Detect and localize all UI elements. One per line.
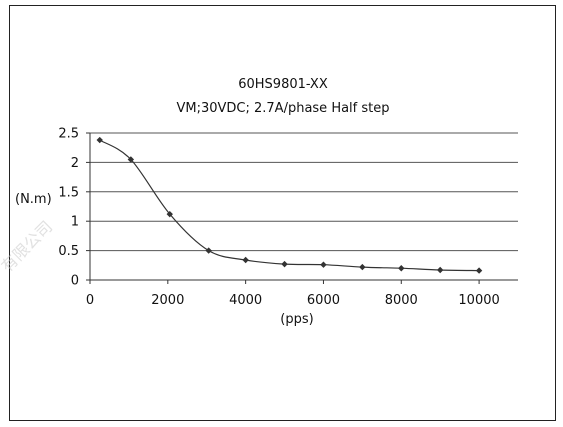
data-point — [320, 261, 327, 268]
y-axis-label: (N.m) — [15, 192, 52, 207]
data-point — [436, 266, 444, 274]
data-point — [96, 136, 103, 144]
x-tick-label: 4000 — [229, 293, 262, 308]
watermark: 有限公司 — [0, 217, 56, 276]
x-tick-label: 8000 — [385, 293, 418, 308]
y-tick-label: 0.5 — [58, 244, 79, 259]
data-points — [96, 136, 483, 274]
chart-frame — [9, 5, 556, 421]
y-tick-labels: 0 0.5 1 1.5 2 2.5 — [58, 127, 79, 289]
data-point — [205, 247, 212, 254]
gridlines — [90, 132, 518, 252]
chart-subtitle: VM;30VDC; 2.7A/phase Half step — [176, 101, 389, 116]
x-tick-label: 6000 — [307, 293, 340, 308]
data-point — [242, 256, 249, 264]
x-tick-label: 10000 — [458, 293, 499, 308]
y-tick-label: 2.5 — [58, 127, 79, 142]
data-point — [281, 260, 288, 268]
data-point — [359, 263, 366, 271]
data-point — [166, 210, 173, 218]
chart-title: 60HS9801-XX — [238, 77, 328, 92]
x-tick-labels: 0 2000 4000 6000 8000 10000 — [86, 293, 500, 308]
y-tick-label: 1.5 — [58, 185, 79, 200]
watermark-text: 有限公司 — [0, 217, 56, 276]
x-axis-label: (pps) — [280, 312, 313, 327]
data-point — [475, 267, 483, 274]
y-tick-label: 2 — [71, 156, 79, 171]
axes — [86, 132, 518, 284]
x-tick-label: 0 — [86, 293, 94, 308]
x-tick-label: 2000 — [151, 293, 184, 308]
y-tick-label: 0 — [71, 274, 79, 289]
data-point — [127, 156, 135, 163]
y-tick-label: 1 — [71, 215, 79, 230]
data-point — [398, 265, 405, 272]
